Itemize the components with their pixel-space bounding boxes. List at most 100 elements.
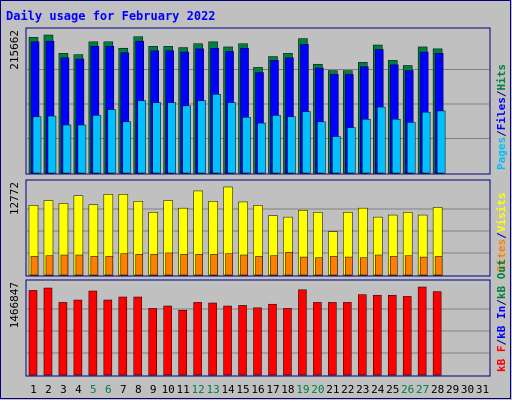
bar-kb-f [118, 296, 128, 376]
bar-sites [240, 254, 248, 276]
x-tick-label: 16 [251, 383, 264, 396]
bar-kb-f [163, 305, 172, 376]
bar-pages [212, 94, 221, 174]
x-tick-label: 25 [386, 383, 399, 396]
bar-pages [32, 116, 42, 174]
bar-pages [391, 118, 401, 174]
bar-kb-f [43, 287, 53, 376]
bar-pages [347, 127, 356, 174]
x-tick-label: 7 [120, 383, 127, 396]
legend-entry: Pages [495, 137, 508, 170]
bar-pages [182, 105, 191, 174]
bar-sites [150, 254, 158, 276]
x-tick-label: 15 [236, 383, 249, 396]
bar-sites [210, 254, 218, 276]
legend-entry: kB In [495, 306, 508, 339]
x-tick-label: 12 [192, 383, 205, 396]
bar-pages [107, 109, 117, 174]
bar-kb-f [208, 302, 217, 376]
bar-pages [436, 110, 446, 174]
bar-kb-f [358, 294, 367, 376]
bar-kb-f [432, 291, 442, 376]
panel-frame [25, 279, 491, 377]
bar-pages [421, 111, 431, 174]
bar-kb-f [298, 289, 307, 376]
y-max-label: 1466847 [8, 282, 21, 328]
bar-kb-f [238, 305, 247, 376]
bar-sites [285, 252, 293, 276]
x-tick-label: 4 [75, 383, 82, 396]
bar-kb-f [313, 302, 322, 376]
bar-sites [180, 254, 188, 276]
bar-sites [270, 255, 278, 276]
bar-sites [165, 252, 173, 276]
x-tick-label: 17 [266, 383, 279, 396]
bar-kb-f [28, 290, 38, 376]
bar-sites [315, 257, 323, 276]
bar-kb-f [387, 294, 397, 376]
x-tick-label: 14 [221, 383, 235, 396]
bar-sites [60, 254, 69, 276]
bar-sites [90, 256, 99, 276]
bar-sites [135, 254, 144, 276]
legend-entry: / [495, 130, 508, 137]
bar-sites [360, 257, 368, 276]
legend-entry: kB Out [495, 259, 508, 299]
x-tick-label: 19 [296, 383, 309, 396]
legend-entry: / [495, 90, 508, 97]
x-tick-label: 31 [476, 383, 489, 396]
bar-sites [105, 256, 114, 276]
bar-kb-f [88, 290, 98, 376]
bar-pages [197, 100, 206, 174]
x-tick-label: 24 [371, 383, 385, 396]
x-tick-label: 10 [162, 383, 175, 396]
x-tick-label: 29 [446, 383, 459, 396]
bar-sites [330, 256, 338, 276]
x-tick-label: 1 [30, 383, 37, 396]
x-tick-label: 26 [401, 383, 414, 396]
x-tick-label: 8 [135, 383, 142, 396]
bar-pages [137, 100, 147, 174]
bar-pages [272, 115, 281, 174]
legend-entry: Sites [495, 239, 508, 272]
legend-entry: Files [495, 97, 508, 130]
bar-kb-f [148, 308, 157, 376]
chart-panels: 215662Pages/Files/Hits12772Sites/Visits1… [8, 27, 508, 377]
x-tick-label: 20 [311, 383, 324, 396]
bar-pages [47, 115, 57, 174]
bar-pages [92, 115, 102, 174]
legend-entry: Hits [495, 64, 508, 91]
bar-pages [362, 118, 371, 174]
bar-kb-f [193, 302, 202, 376]
bar-pages [332, 136, 341, 174]
x-tick-label: 22 [341, 383, 354, 396]
bar-pages [302, 111, 311, 174]
bar-pages [122, 121, 132, 174]
bar-kb-f [373, 294, 382, 376]
bar-sites [434, 256, 443, 276]
legend-entry: Visits [495, 193, 508, 233]
bar-pages [77, 124, 87, 174]
bar-pages [227, 102, 236, 174]
y-max-label: 12772 [8, 182, 21, 215]
bar-kb-f [283, 308, 292, 376]
x-tick-label: 28 [431, 383, 444, 396]
bar-kb-f [343, 302, 352, 376]
chart-title: Daily usage for February 2022 [6, 9, 216, 23]
bar-sites [300, 256, 308, 276]
bar-sites [225, 253, 233, 276]
bar-sites [389, 256, 398, 276]
panel-frame [25, 179, 491, 277]
panel-frame [25, 27, 491, 175]
bar-sites [30, 256, 39, 276]
x-tick-label: 21 [326, 383, 339, 396]
legend-entry: / [495, 339, 508, 346]
bar-sites [375, 254, 383, 276]
bar-sites [419, 256, 428, 276]
bar-sites [45, 255, 54, 276]
x-tick-label: 11 [177, 383, 190, 396]
bar-kb-f [58, 302, 68, 376]
bar-pages [242, 117, 251, 174]
